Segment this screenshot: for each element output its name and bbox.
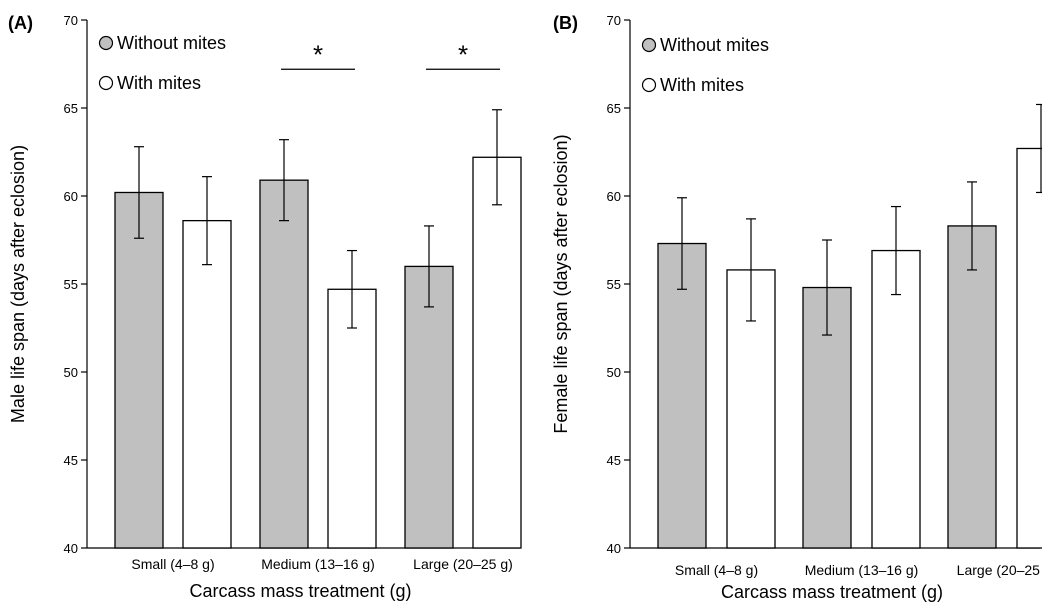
x-tick-label: Small (4–8 g) [131,556,214,572]
x-tick-label: Small (4–8 g) [675,562,758,578]
bar-with-mites-large-20-25-g [1016,147,1042,549]
legend-label-without-mites: Without mites [660,35,769,55]
y-tick-label: 70 [607,13,621,28]
y-axis-title: Male life span (days after eclosion) [8,145,28,423]
plot-area: 40 45 50 55 60 65 70 Small (4–8 g) Medium (13–16… [607,13,1042,578]
y-tick-label: 40 [607,541,621,556]
significance-marker: * [313,39,323,69]
y-tick-label: 45 [64,453,78,468]
bar-without-mites-medium-13-16-g [259,179,309,549]
x-tick-label: Large (20–25 g) [957,562,1042,578]
panel-b: (B) Female life span (days after eclosio… [551,13,1042,602]
panel-label: (A) [8,13,33,33]
y-tick-label: 40 [64,541,78,556]
y-tick-label: 60 [607,189,621,204]
y-tick-label: 60 [64,189,78,204]
bar-without-mites-large-20-25-g [404,265,454,549]
y-tick-label: 65 [64,101,78,116]
y-axis-title: Female life span (days after eclosion) [551,134,571,433]
legend-label-with-mites: With mites [660,75,744,95]
x-axis-title: Carcass mass treatment (g) [189,581,411,601]
plot-area: 40 45 50 55 60 65 70 Small (4–8 g) Medium (13–16… [64,13,522,572]
bar-without-mites-small-4-8-g [114,191,164,549]
bar-with-mites-large-20-25-g [472,156,522,549]
x-axis-title: Carcass mass treatment (g) [721,582,943,602]
legend-swatch-with-mites [98,75,114,91]
y-tick-label: 45 [607,453,621,468]
y-tick-label: 55 [64,277,78,292]
legend-swatch-with-mites [641,77,657,93]
y-tick-label: 65 [607,101,621,116]
legend: Without mites With mites [98,33,226,93]
y-tick-label: 55 [607,277,621,292]
y-tick-label: 50 [64,365,78,380]
x-tick-label: Medium (13–16 g) [805,562,919,578]
significance-marker: * [458,39,468,69]
bar-with-mites-small-4-8-g [182,219,232,549]
x-tick-label: Large (20–25 g) [413,556,513,572]
panel-a: (A) Male life span (days after eclosion)… [8,13,522,601]
y-tick-label: 70 [64,13,78,28]
bar-without-mites-large-20-25-g [947,225,997,549]
bar-without-mites-small-4-8-g [657,242,707,549]
legend: Without mites With mites [641,35,769,95]
panel-label: (B) [553,13,578,33]
legend-label-without-mites: Without mites [117,33,226,53]
legend-swatch-without-mites [98,35,114,51]
legend-label-with-mites: With mites [117,73,201,93]
legend-swatch-without-mites [641,37,657,53]
x-tick-label: Medium (13–16 g) [261,556,375,572]
y-tick-label: 50 [607,365,621,380]
bar-with-mites-medium-13-16-g [871,249,921,549]
